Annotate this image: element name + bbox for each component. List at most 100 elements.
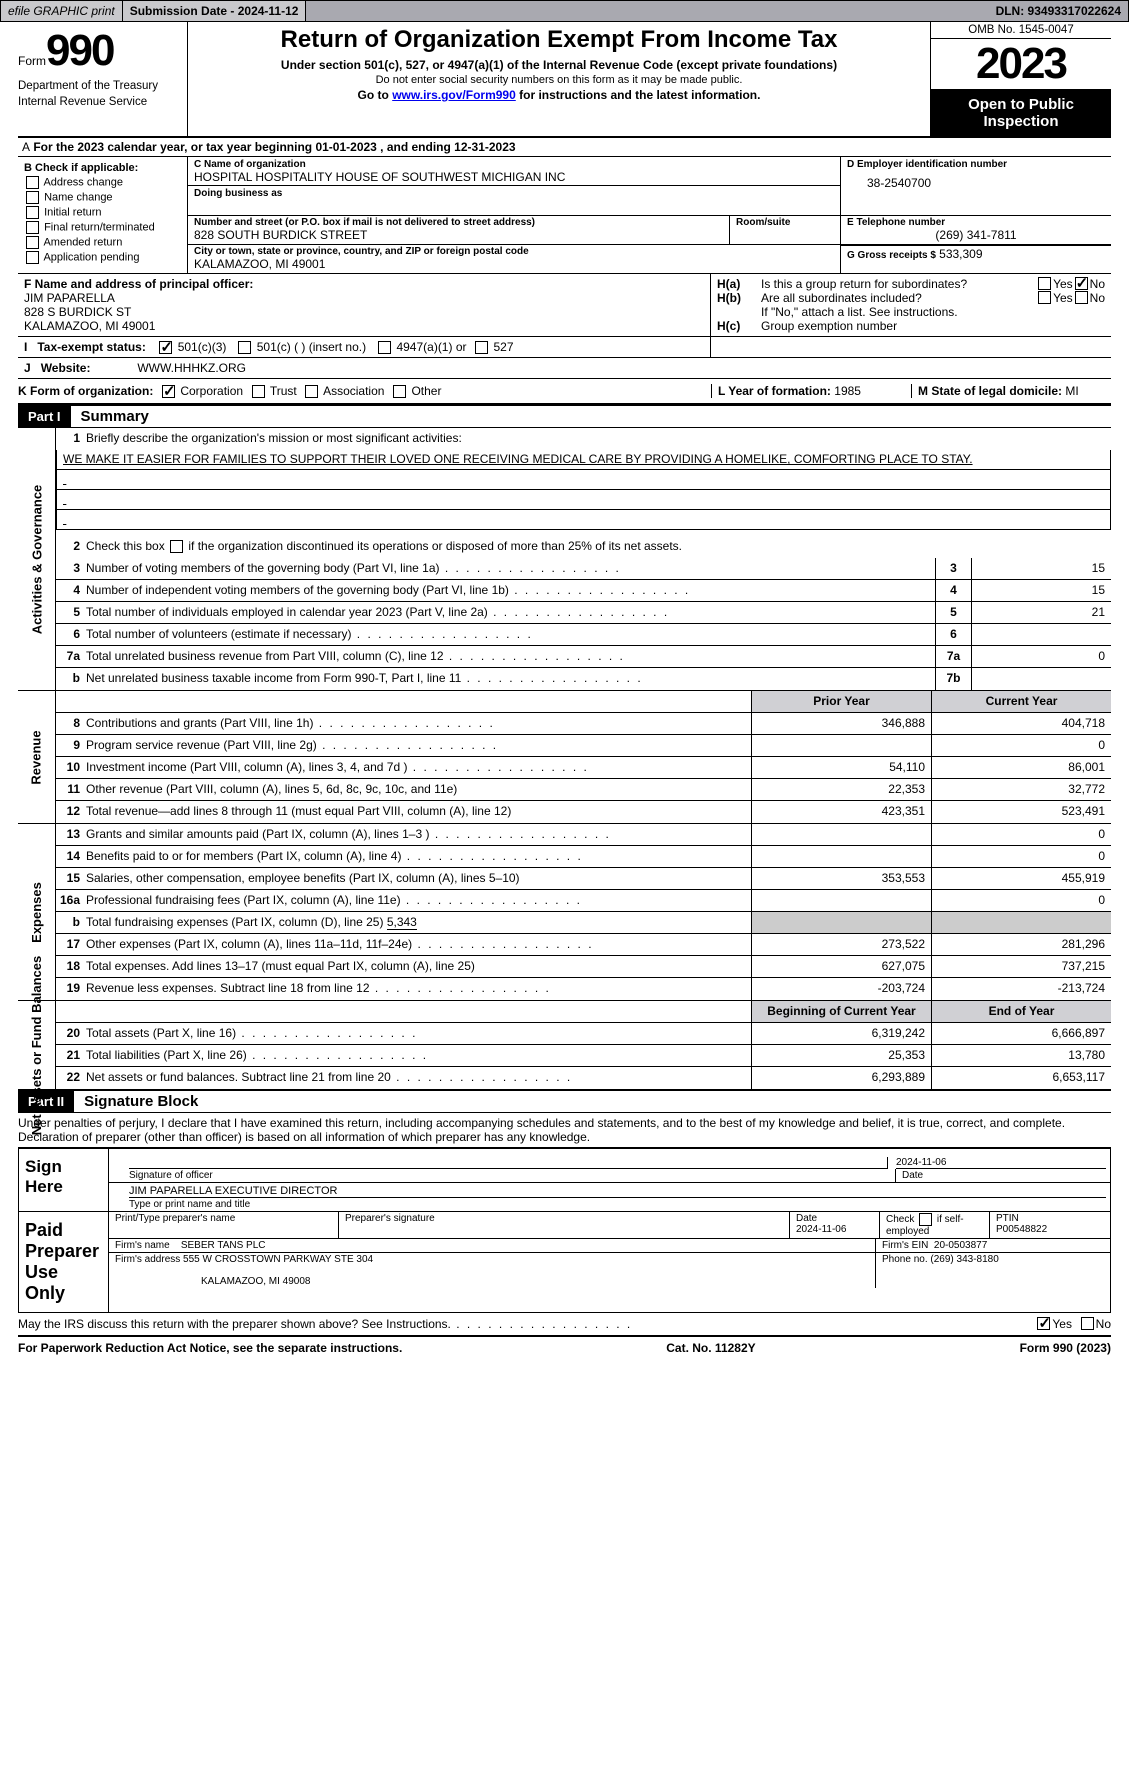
v3: 15 [971, 558, 1111, 579]
l17: Other expenses (Part IX, column (A), lin… [84, 934, 751, 955]
addr-label: Number and street (or P.O. box if mail i… [194, 217, 723, 228]
l11: Other revenue (Part VIII, column (A), li… [84, 779, 751, 800]
hb-yes[interactable] [1038, 291, 1051, 304]
l16a: Professional fundraising fees (Part IX, … [84, 890, 751, 911]
section-B: B Check if applicable: Address change Na… [18, 157, 188, 273]
may-no[interactable] [1081, 1317, 1094, 1330]
v4: 15 [971, 580, 1111, 601]
end-year-hdr: End of Year [931, 1001, 1111, 1022]
officer-city: KALAMAZOO, MI 49001 [24, 319, 704, 333]
form-title: Return of Organization Exempt From Incom… [196, 26, 922, 54]
chk-address[interactable]: Address change [24, 176, 181, 189]
prep-date: 2024-11-06 [796, 1224, 846, 1235]
form-goto: Go to www.irs.gov/Form990 for instructio… [196, 88, 922, 102]
firm-city: KALAMAZOO, MI 49008 [115, 1276, 311, 1287]
officer-addr: 828 S BURDICK ST [24, 305, 704, 319]
paid-preparer-block: Paid Preparer Use Only Print/Type prepar… [18, 1212, 1111, 1313]
l19: Revenue less expenses. Subtract line 18 … [84, 978, 751, 1000]
form-number: Form 990 [18, 26, 181, 76]
hb-no[interactable] [1075, 291, 1088, 304]
l14: Benefits paid to or for members (Part IX… [84, 846, 751, 867]
l21: Total liabilities (Part X, line 26) [84, 1045, 751, 1066]
l18: Total expenses. Add lines 13–17 (must eq… [84, 956, 751, 977]
omb: OMB No. 1545-0047 [931, 22, 1111, 39]
side-netassets: Net Assets or Fund Balances [18, 1001, 56, 1089]
dln: DLN: 93493317022624 [989, 1, 1128, 21]
phone-label: E Telephone number [847, 217, 1105, 228]
chk-final[interactable]: Final return/terminated [24, 221, 181, 234]
i-4947[interactable] [378, 341, 391, 354]
i-501c[interactable] [238, 341, 251, 354]
chk-pending[interactable]: Application pending [24, 251, 181, 264]
sig-label: Signature of officer [109, 1169, 896, 1182]
k-other[interactable] [393, 385, 406, 398]
line-A: A For the 2023 calendar year, or tax yea… [18, 138, 1111, 157]
l22: Net assets or fund balances. Subtract li… [84, 1067, 751, 1089]
l13: Grants and similar amounts paid (Part IX… [84, 824, 751, 845]
l2-check[interactable] [170, 540, 183, 553]
k-corp[interactable] [162, 385, 175, 398]
l20: Total assets (Part X, line 16) [84, 1023, 751, 1044]
officer-sig-name: JIM PAPARELLA EXECUTIVE DIRECTOR [129, 1185, 1106, 1198]
firm-addr: 555 W CROSSTOWN PARKWAY STE 304 [183, 1254, 373, 1265]
firm-name: SEBER TANS PLC [181, 1240, 266, 1251]
chk-amended[interactable]: Amended return [24, 236, 181, 249]
v5: 21 [971, 602, 1111, 623]
year-formation: 1985 [834, 384, 861, 398]
l16b: Total fundraising expenses (Part IX, col… [84, 912, 751, 933]
begin-year-hdr: Beginning of Current Year [751, 1001, 931, 1022]
ha-yes[interactable] [1038, 277, 1051, 290]
i-527[interactable] [475, 341, 488, 354]
submission-date: Submission Date - 2024-11-12 [123, 1, 307, 21]
k-assoc[interactable] [305, 385, 318, 398]
ha-no[interactable] [1075, 277, 1088, 290]
hb-note: If "No," attach a list. See instructions… [717, 305, 1105, 319]
chk-initial[interactable]: Initial return [24, 206, 181, 219]
may-yes[interactable] [1037, 1317, 1050, 1330]
chk-name[interactable]: Name change [24, 191, 181, 204]
tax-year: 2023 [931, 39, 1111, 90]
c-name-label: C Name of organization [194, 159, 834, 170]
l7a: Total unrelated business revenue from Pa… [84, 646, 935, 667]
prior-year-hdr: Prior Year [751, 691, 931, 712]
l8: Contributions and grants (Part VIII, lin… [84, 713, 751, 734]
open-to-public: Open to Public Inspection [931, 90, 1111, 136]
l3: Number of voting members of the governin… [84, 558, 935, 579]
city: KALAMAZOO, MI 49001 [194, 257, 834, 271]
gross-receipts: 533,309 [939, 247, 982, 261]
l5: Total number of individuals employed in … [84, 602, 935, 623]
side-governance: Activities & Governance [18, 428, 56, 690]
v7a: 0 [971, 646, 1111, 667]
self-employed: Check if self-employed [880, 1212, 990, 1238]
section-F: F Name and address of principal officer:… [18, 274, 711, 336]
declaration: Under penalties of perjury, I declare th… [18, 1113, 1111, 1147]
i-501c3[interactable] [159, 341, 172, 354]
top-bar: efile GRAPHIC print Submission Date - 20… [0, 0, 1129, 22]
city-label: City or town, state or province, country… [194, 246, 834, 257]
v7b [971, 668, 1111, 690]
ptin: P00548822 [996, 1224, 1047, 1235]
form-subtitle: Under section 501(c), 527, or 4947(a)(1)… [196, 58, 922, 72]
section-H: H(a)Is this a group return for subordina… [711, 274, 1111, 336]
l2: Check this box if the organization disco… [84, 536, 1111, 558]
room-label: Room/suite [736, 217, 834, 228]
l10: Investment income (Part VIII, column (A)… [84, 757, 751, 778]
website-link[interactable]: WWW.HHHKZ.ORG [137, 361, 246, 375]
section-J: J Website: WWW.HHHKZ.ORG [18, 358, 1111, 379]
part2-header: Part II Signature Block [18, 1089, 1111, 1113]
footer: For Paperwork Reduction Act Notice, see … [18, 1337, 1111, 1359]
efile-label[interactable]: efile GRAPHIC print [1, 1, 123, 21]
l1-label: Briefly describe the organization's miss… [84, 428, 1111, 450]
phone: (269) 341-7811 [847, 228, 1105, 242]
form-header: Form 990 Department of the Treasury Inte… [18, 22, 1111, 138]
l4: Number of independent voting members of … [84, 580, 935, 601]
dept: Department of the Treasury [18, 80, 181, 92]
part1-header: Part I Summary [18, 404, 1111, 428]
may-discuss: May the IRS discuss this return with the… [18, 1313, 1111, 1337]
firm-ein: 20-0503877 [934, 1240, 987, 1251]
self-emp-check[interactable] [919, 1213, 932, 1226]
irs-link[interactable]: www.irs.gov/Form990 [392, 88, 516, 102]
l7b: Net unrelated business taxable income fr… [84, 668, 935, 690]
gross-label: G Gross receipts $ [847, 250, 936, 261]
k-trust[interactable] [252, 385, 265, 398]
